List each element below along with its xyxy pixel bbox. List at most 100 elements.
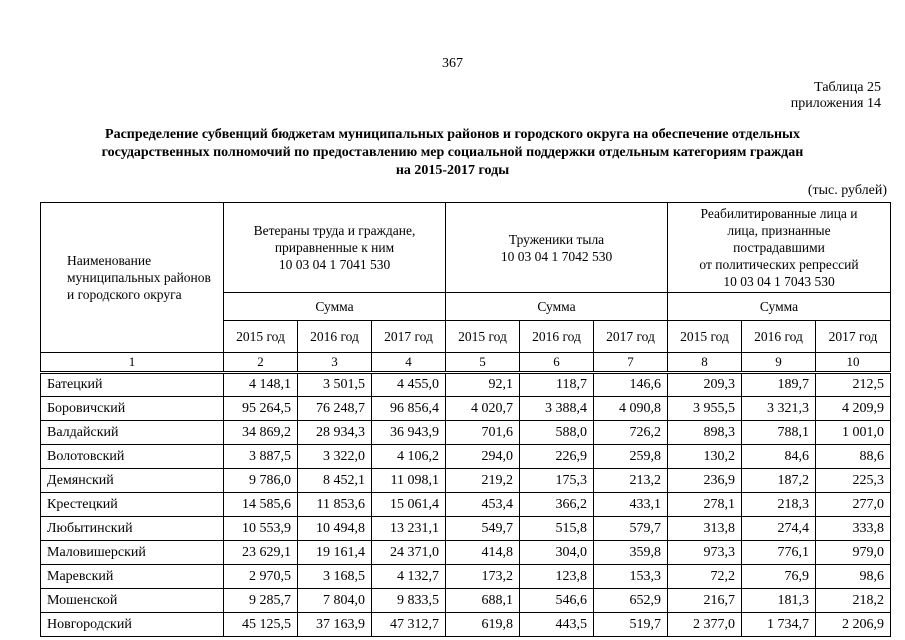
value-cell: 4 148,1	[223, 372, 298, 397]
value-cell: 45 125,5	[223, 612, 298, 637]
value-cell: 187,2	[741, 468, 817, 493]
value-cell: 4 455,0	[370, 372, 447, 397]
value-cell: 259,8	[593, 444, 669, 469]
value-cell: 130,2	[667, 444, 743, 469]
value-cell: 218,2	[815, 588, 892, 613]
year-header: 2016 год	[741, 320, 817, 353]
value-cell: 9 833,5	[370, 588, 447, 613]
value-cell: 3 168,5	[297, 564, 372, 589]
value-cell: 4 090,8	[593, 396, 669, 421]
table-row: Маревский 2 970,5 3 168,5 4 132,7 173,2 123,8…	[40, 564, 892, 589]
group-header-row: Наименование муниципальных районов и гор…	[40, 202, 892, 353]
column-number: 1	[40, 352, 224, 374]
value-cell: 76,9	[741, 564, 817, 589]
value-cell: 19 161,4	[297, 540, 372, 565]
sum-label: Сумма	[667, 292, 892, 321]
value-cell: 88,6	[815, 444, 892, 469]
value-cell: 443,5	[519, 612, 595, 637]
value-cell: 23 629,1	[223, 540, 298, 565]
value-cell: 92,1	[445, 372, 521, 397]
value-cell: 688,1	[445, 588, 521, 613]
value-cell: 788,1	[741, 420, 817, 445]
subventions-table: Наименование муниципальных районов и гор…	[40, 202, 892, 637]
value-cell: 13 231,1	[370, 516, 447, 541]
column-number: 6	[519, 352, 595, 374]
value-cell: 3 887,5	[223, 444, 298, 469]
value-cell: 277,0	[815, 492, 892, 517]
value-cell: 414,8	[445, 540, 521, 565]
value-cell: 973,3	[667, 540, 743, 565]
value-cell: 213,2	[593, 468, 669, 493]
column-number: 7	[593, 352, 669, 374]
value-cell: 216,7	[667, 588, 743, 613]
value-cell: 218,3	[741, 492, 817, 517]
value-cell: 359,8	[593, 540, 669, 565]
year-header: 2017 год	[593, 320, 669, 353]
value-cell: 588,0	[519, 420, 595, 445]
value-cell: 173,2	[445, 564, 521, 589]
year-header: 2015 год	[667, 320, 743, 353]
year-header: 2016 год	[519, 320, 595, 353]
column-number: 4	[370, 352, 447, 374]
value-cell: 11 098,1	[370, 468, 447, 493]
value-cell: 2 206,9	[815, 612, 892, 637]
table-row: Батецкий 4 148,1 3 501,5 4 455,0 92,1 118,7 14…	[40, 372, 892, 397]
value-cell: 2 377,0	[667, 612, 743, 637]
value-cell: 652,9	[593, 588, 669, 613]
value-cell: 701,6	[445, 420, 521, 445]
value-cell: 47 312,7	[370, 612, 447, 637]
value-cell: 333,8	[815, 516, 892, 541]
page-number: 367	[442, 56, 463, 71]
value-cell: 979,0	[815, 540, 892, 565]
table-row: Боровичский 95 264,5 76 248,7 96 856,4 4 020…	[40, 396, 892, 421]
year-header: 2016 год	[297, 320, 372, 353]
value-cell: 95 264,5	[223, 396, 298, 421]
value-cell: 28 934,3	[297, 420, 372, 445]
value-cell: 76 248,7	[297, 396, 372, 421]
value-cell: 72,2	[667, 564, 743, 589]
value-cell: 433,1	[593, 492, 669, 517]
value-cell: 274,4	[741, 516, 817, 541]
district-name-cell: Валдайский	[40, 420, 224, 445]
value-cell: 4 209,9	[815, 396, 892, 421]
value-cell: 15 061,4	[370, 492, 447, 517]
sum-label: Сумма	[222, 292, 447, 321]
group-header-veterans: Ветераны труда и граждане, приравненные …	[222, 202, 447, 293]
units-label: (тыс. рублей)	[807, 183, 887, 198]
value-cell: 9 786,0	[223, 468, 298, 493]
value-cell: 3 501,5	[297, 372, 372, 397]
column-number-row: 1 2 3 4 5 6 7 8 9 10	[40, 352, 892, 374]
value-cell: 153,3	[593, 564, 669, 589]
value-cell: 4 106,2	[370, 444, 447, 469]
value-cell: 453,4	[445, 492, 521, 517]
value-cell: 10 494,8	[297, 516, 372, 541]
value-cell: 7 804,0	[297, 588, 372, 613]
column-number: 10	[815, 352, 892, 374]
value-cell: 294,0	[445, 444, 521, 469]
value-cell: 2 970,5	[223, 564, 298, 589]
sum-header-row: Сумма Сумма Сумма	[41, 292, 892, 321]
year-header: 2017 год	[815, 320, 892, 353]
value-cell: 579,7	[593, 516, 669, 541]
value-cell: 219,2	[445, 468, 521, 493]
value-cell: 118,7	[519, 372, 595, 397]
sum-label: Сумма	[445, 292, 669, 321]
value-cell: 8 452,1	[297, 468, 372, 493]
value-cell: 1 734,7	[741, 612, 817, 637]
value-cell: 146,6	[593, 372, 669, 397]
year-header: 2015 год	[223, 320, 298, 353]
district-name-cell: Маловишерский	[40, 540, 224, 565]
value-cell: 14 585,6	[223, 492, 298, 517]
table-row: Новгородский 45 125,5 37 163,9 47 312,7 619,…	[40, 612, 892, 637]
value-cell: 3 388,4	[519, 396, 595, 421]
value-cell: 366,2	[519, 492, 595, 517]
value-cell: 24 371,0	[370, 540, 447, 565]
table-row: Крестецкий 14 585,6 11 853,6 15 061,4 453,4 3…	[40, 492, 892, 517]
district-name-cell: Батецкий	[40, 372, 224, 397]
value-cell: 1 001,0	[815, 420, 892, 445]
value-cell: 11 853,6	[297, 492, 372, 517]
column-number: 3	[297, 352, 372, 374]
table-row: Мошенской 9 285,7 7 804,0 9 833,5 688,1 546,6…	[40, 588, 892, 613]
value-cell: 3 321,3	[741, 396, 817, 421]
value-cell: 898,3	[667, 420, 743, 445]
